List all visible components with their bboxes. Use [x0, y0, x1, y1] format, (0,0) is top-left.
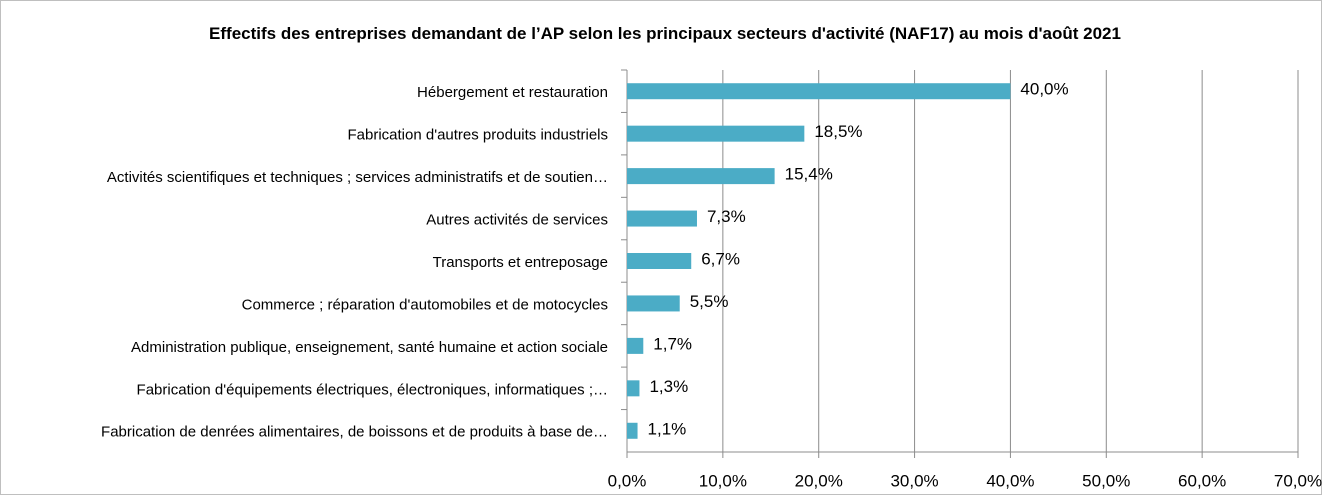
value-label: 7,3% [707, 207, 746, 226]
x-tick-label: 20,0% [795, 471, 843, 490]
bar [627, 210, 697, 227]
y-tick-label: Commerce ; réparation d'automobiles et d… [242, 296, 608, 313]
y-tick-label: Fabrication de denrées alimentaires, de … [101, 424, 608, 441]
value-label: 40,0% [1020, 80, 1068, 99]
bar [627, 380, 640, 397]
x-tick-label: 40,0% [986, 471, 1034, 490]
y-tick-label: Activités scientifiques et techniques ; … [107, 169, 608, 186]
bar [627, 253, 692, 269]
bar [627, 295, 680, 312]
bar [627, 168, 775, 185]
chart-title: Effectifs des entreprises demandant de l… [209, 24, 1121, 43]
value-label: 18,5% [814, 122, 862, 141]
value-label: 5,5% [690, 292, 729, 311]
value-label: 1,1% [648, 419, 687, 438]
y-tick-label: Fabrication d'équipements électriques, é… [137, 381, 608, 398]
y-tick-label: Transports et entreposage [433, 254, 608, 271]
y-tick-label: Administration publique, enseignement, s… [131, 339, 608, 356]
value-label: 15,4% [785, 165, 833, 184]
x-tick-label: 10,0% [699, 471, 747, 490]
x-tick-label: 0,0% [608, 471, 647, 490]
bar [627, 83, 1011, 100]
bar [627, 422, 638, 439]
x-tick-label: 70,0% [1274, 471, 1322, 490]
value-label: 1,7% [653, 334, 692, 353]
x-tick-label: 30,0% [890, 471, 938, 490]
bar [627, 337, 644, 354]
value-label: 6,7% [701, 249, 740, 268]
bar [627, 125, 805, 142]
x-tick-label: 50,0% [1082, 471, 1130, 490]
value-label: 1,3% [649, 377, 688, 396]
x-tick-label: 60,0% [1178, 471, 1226, 490]
y-tick-label: Hébergement et restauration [417, 84, 608, 101]
y-tick-label: Autres activités de services [426, 212, 608, 229]
y-tick-label: Fabrication d'autres produits industriel… [348, 127, 609, 144]
